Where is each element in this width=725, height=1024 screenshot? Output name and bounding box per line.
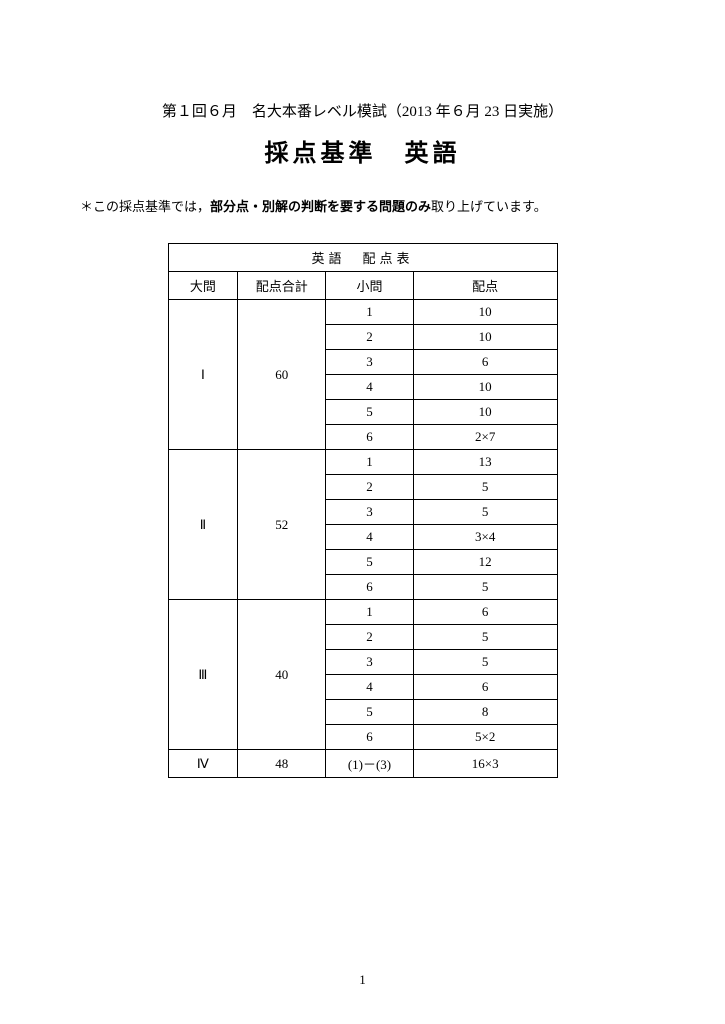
page-subtitle: 第１回６月 名大本番レベル模試（2013 年６月 23 日実施） [80, 100, 645, 121]
question-points: 5 [413, 475, 557, 500]
table-row: Ⅰ 60 1 10 [168, 300, 557, 325]
question-points: 5 [413, 625, 557, 650]
question-num: 2 [326, 625, 414, 650]
section-label: Ⅰ [168, 300, 238, 450]
question-num: 5 [326, 700, 414, 725]
header-section: 大問 [168, 272, 238, 300]
header-points: 配点 [413, 272, 557, 300]
note-line: ＊この採点基準では，部分点・別解の判断を要する問題のみ取り上げています。 [80, 196, 645, 215]
section-label: Ⅳ [168, 750, 238, 778]
score-table: 英語 配点表 大問 配点合計 小問 配点 Ⅰ 60 1 10 2 10 3 6 [168, 243, 558, 778]
question-num: 3 [326, 350, 414, 375]
score-table-wrap: 英語 配点表 大問 配点合計 小問 配点 Ⅰ 60 1 10 2 10 3 6 [80, 243, 645, 778]
question-points: 5 [413, 575, 557, 600]
question-points: 6 [413, 350, 557, 375]
table-header-row: 大問 配点合計 小問 配点 [168, 272, 557, 300]
section-total: 48 [238, 750, 326, 778]
question-points: 10 [413, 400, 557, 425]
question-num: 5 [326, 550, 414, 575]
table-row: Ⅲ 40 1 6 [168, 600, 557, 625]
question-num: 6 [326, 575, 414, 600]
question-points: 6 [413, 600, 557, 625]
question-num: 4 [326, 525, 414, 550]
question-num: 1 [326, 300, 414, 325]
question-points: 13 [413, 450, 557, 475]
question-points: 10 [413, 375, 557, 400]
section-total: 40 [238, 600, 326, 750]
table-row: Ⅳ 48 (1)－(3) 16×3 [168, 750, 557, 778]
question-points: 2×7 [413, 425, 557, 450]
page-number: 1 [0, 972, 725, 988]
question-num: 5 [326, 400, 414, 425]
question-num: 4 [326, 675, 414, 700]
question-points: 5 [413, 650, 557, 675]
section-total: 52 [238, 450, 326, 600]
section-total: 60 [238, 300, 326, 450]
question-points: 3×4 [413, 525, 557, 550]
question-num: 3 [326, 650, 414, 675]
question-num: (1)－(3) [326, 750, 414, 778]
question-points: 12 [413, 550, 557, 575]
section-label: Ⅱ [168, 450, 238, 600]
section-label: Ⅲ [168, 600, 238, 750]
header-total: 配点合計 [238, 272, 326, 300]
question-num: 2 [326, 475, 414, 500]
question-num: 1 [326, 600, 414, 625]
question-points: 5×2 [413, 725, 557, 750]
question-num: 3 [326, 500, 414, 525]
question-points: 5 [413, 500, 557, 525]
question-num: 2 [326, 325, 414, 350]
question-points: 8 [413, 700, 557, 725]
note-suffix: 取り上げています。 [431, 199, 547, 214]
table-row: Ⅱ 52 1 13 [168, 450, 557, 475]
question-num: 6 [326, 725, 414, 750]
document-page: 第１回６月 名大本番レベル模試（2013 年６月 23 日実施） 採点基準 英語… [0, 0, 725, 1024]
header-question: 小問 [326, 272, 414, 300]
question-points: 6 [413, 675, 557, 700]
question-points: 10 [413, 325, 557, 350]
question-points: 16×3 [413, 750, 557, 778]
table-title-cell: 英語 配点表 [168, 244, 557, 272]
note-prefix: ＊この採点基準では， [80, 199, 210, 214]
page-title: 採点基準 英語 [80, 133, 645, 168]
question-num: 4 [326, 375, 414, 400]
question-num: 6 [326, 425, 414, 450]
question-num: 1 [326, 450, 414, 475]
note-bold: 部分点・別解の判断を要する問題のみ [210, 199, 431, 214]
table-title-row: 英語 配点表 [168, 244, 557, 272]
question-points: 10 [413, 300, 557, 325]
